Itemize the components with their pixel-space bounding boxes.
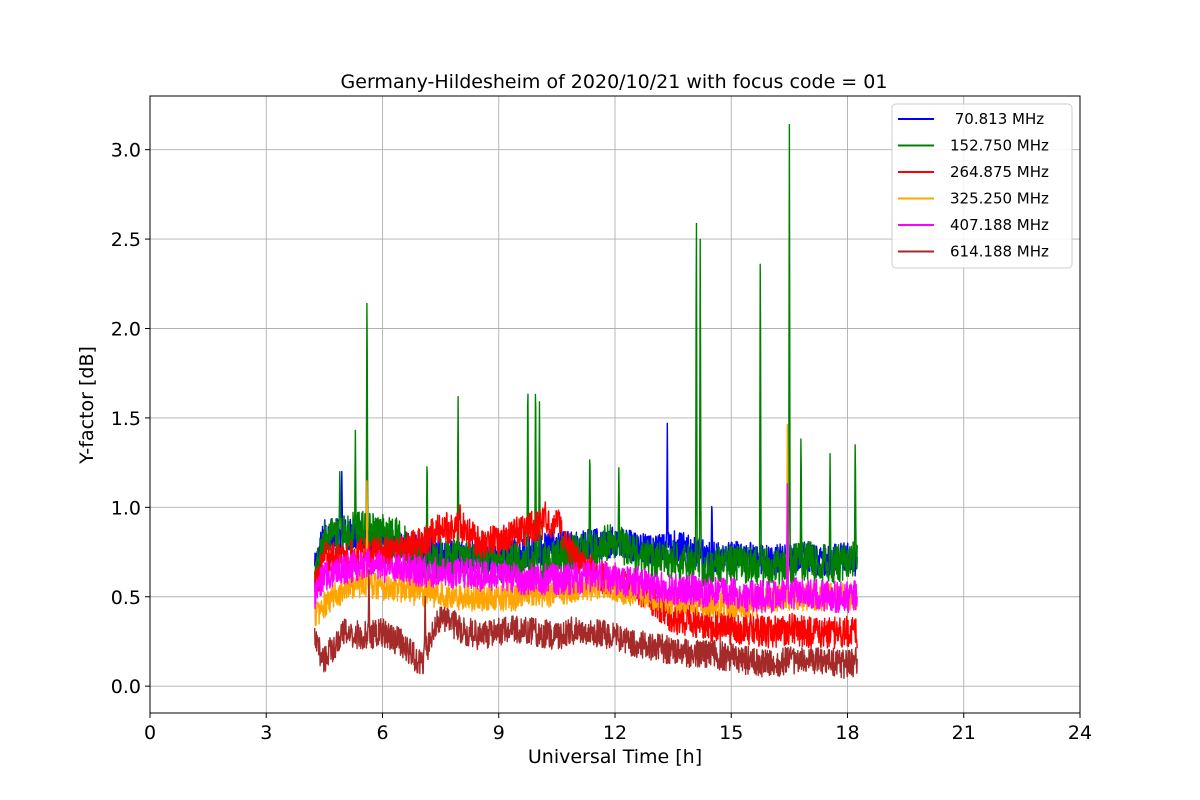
y-tick-label: 0.5 [111,587,141,609]
x-tick-label: 9 [493,722,505,744]
x-tick-label: 6 [376,722,388,744]
legend-label: 614.188 MHz [950,243,1049,261]
legend-label: 264.875 MHz [950,163,1049,181]
y-tick-label: 1.5 [111,408,141,430]
legend-label: 70.813 MHz [950,110,1044,128]
legend-label: 152.750 MHz [950,137,1049,155]
y-tick-label: 0.0 [111,676,141,698]
series-line-6 [313,569,858,679]
series-lines [313,123,858,679]
x-axis-title: Universal Time [h] [528,746,702,768]
x-tick-label: 12 [603,722,627,744]
legend-label: 407.188 MHz [950,216,1049,234]
axis-ticks: 0 3 6 9 12 15 18 21 24 0.0 0.5 1.0 1.5 2.0 2.5 3.0 [111,140,1092,744]
x-tick-label: 15 [719,722,743,744]
series-line-5 [313,482,858,614]
legend-label: 325.250 MHz [950,190,1049,208]
y-tick-label: 1.0 [111,497,141,519]
x-tick-label: 0 [144,722,156,744]
legend: 70.813 MHz 152.750 MHz 264.875 MHz 325.250 … [891,103,1073,269]
y-axis-title: Y-factor [dB] [76,346,98,465]
chart-title: Germany-Hildesheim of 2020/10/21 with fo… [341,71,888,93]
y-tick-label: 3.0 [111,140,141,162]
y-tick-label: 2.0 [111,318,141,340]
x-tick-label: 24 [1068,722,1092,744]
y-tick-label: 2.5 [111,229,141,251]
x-tick-label: 3 [260,722,272,744]
x-tick-label: 21 [952,722,976,744]
x-tick-label: 18 [835,722,859,744]
legend-box [891,103,1073,269]
